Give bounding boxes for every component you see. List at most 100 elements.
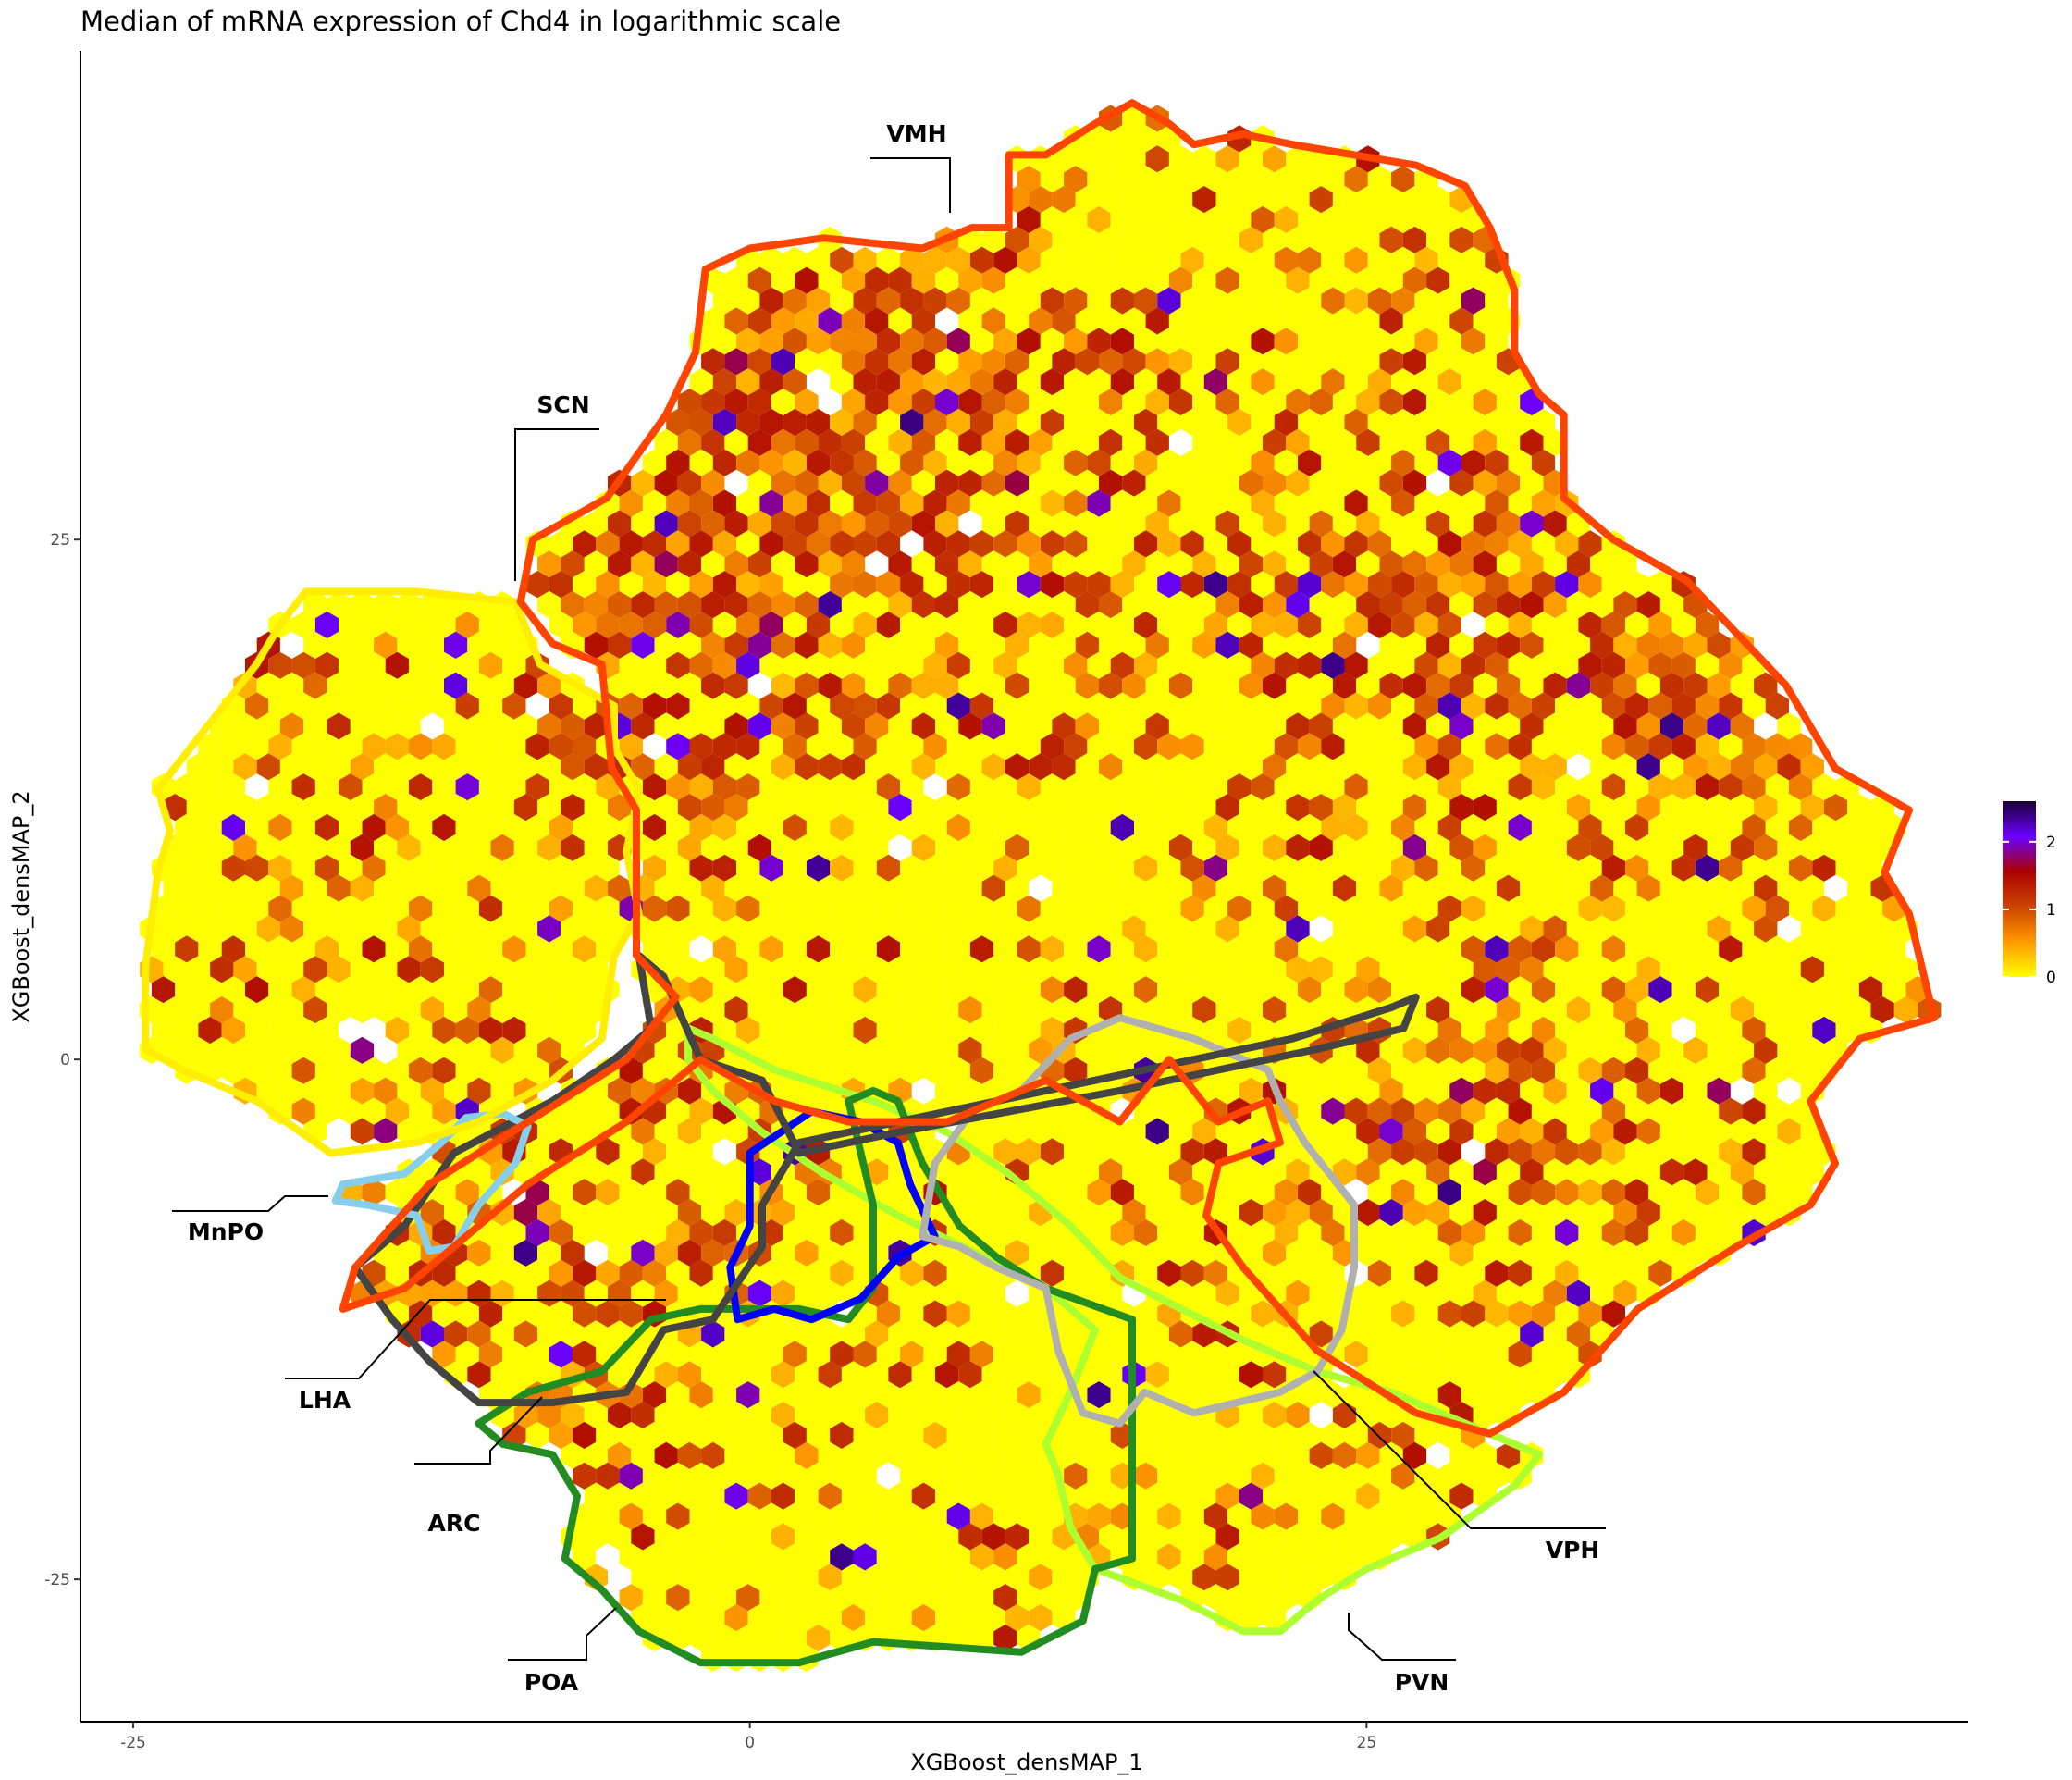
hex-cell [1578,854,1602,882]
hex-cell [1192,1482,1216,1510]
hex-cell [1578,611,1602,639]
hex-cell [1344,530,1368,558]
hex-cell [268,935,292,963]
hex-cell [911,428,935,456]
hex-cell [1659,915,1684,943]
hex-cell [1180,1341,1204,1368]
hex-cell [911,753,935,781]
hex-cell [513,1361,538,1389]
hex-cell [1590,1077,1614,1105]
hex-cell [1578,1179,1602,1206]
hex-cell [806,1341,831,1368]
hex-cell [1110,611,1134,639]
hex-cell [1508,1218,1532,1247]
hex-cell [1168,1482,1193,1510]
hex-cell [1145,1320,1169,1348]
hex-cell [701,712,725,740]
hex-cell [900,1462,924,1490]
hex-cell [1566,631,1591,659]
hex-cell [724,1361,748,1389]
hex-cell [1730,753,1755,781]
hex-cell [362,1179,386,1206]
hex-cell [1075,1036,1099,1064]
hex-cell [303,672,327,699]
hex-cell [830,1218,854,1247]
hex-cell [1064,246,1088,274]
hex-cell [654,1441,678,1469]
hex-cell [1239,794,1263,822]
hex-cell [245,813,269,842]
hex-cell [1496,1239,1521,1267]
hex-cell [1192,1523,1216,1551]
hex-cell [958,307,982,335]
hex-cell [1040,328,1065,355]
hex-cell [619,489,643,517]
hex-cell [1239,226,1263,253]
hex-cell [830,408,854,437]
hex-cell [1659,631,1684,659]
hex-cell [747,591,771,619]
hex-cell [513,753,538,781]
hex-cell [1157,246,1181,274]
hex-cell [1215,631,1240,659]
hex-cell [1017,530,1041,558]
hex-cell [689,895,713,922]
hex-cell [911,1320,935,1348]
hex-cell [1110,1341,1134,1368]
hex-cell [1309,874,1333,902]
hex-cell [1263,1361,1287,1389]
hex-cell [1263,1564,1287,1591]
hex-cell [1402,1361,1427,1389]
hex-cell [1087,1179,1111,1206]
hex-cell [946,1179,970,1206]
hex-cell [1052,226,1076,253]
hex-cell [1543,550,1567,578]
hex-cell [1496,712,1521,740]
hex-cell [958,794,982,822]
hex-cell [876,1502,901,1530]
hex-cell [1847,996,1871,1024]
hex-cell [712,611,737,639]
hex-cell [1496,1320,1521,1348]
hex-cell [1356,672,1380,699]
hex-cell [712,935,737,963]
hex-cell [1835,813,1859,842]
hex-cell [1110,1502,1134,1530]
hex-cell [1203,1381,1228,1409]
leader-line-poa [508,1607,617,1661]
hex-cell [865,1523,889,1551]
hex-cell [946,733,970,760]
hex-cell [747,712,771,740]
hex-cell [1800,834,1824,861]
hex-cell [1496,1361,1521,1389]
hex-cell [1391,1502,1415,1530]
hex-cell [1110,1462,1134,1490]
hex-cell [1180,773,1204,801]
hex-cell [444,956,468,983]
hex-cell [1531,692,1556,720]
hex-cell [1367,328,1392,355]
hex-cell [1110,1381,1134,1409]
hex-cell [1298,976,1322,1004]
hex-cell [1134,368,1158,396]
hex-cell [958,1320,982,1348]
hex-cell [1508,1138,1532,1166]
hex-cell [1029,1402,1053,1429]
hex-cell [1029,915,1053,943]
hex-cell [444,874,468,902]
hex-cell [1239,591,1263,619]
hex-cell [888,996,912,1024]
hex-cell [677,712,702,740]
hex-cell [1356,510,1380,538]
hex-cell [490,672,514,699]
hex-cell [1730,956,1755,983]
hex-cell [327,631,351,659]
hex-cell [362,895,386,922]
hex-cell [327,591,351,619]
hex-cell [1192,956,1216,983]
hex-cell [631,591,655,619]
hex-cell [783,368,807,396]
hex-cell [876,1016,901,1045]
hex-cell [1531,1057,1556,1084]
hex-cell [1239,348,1263,376]
